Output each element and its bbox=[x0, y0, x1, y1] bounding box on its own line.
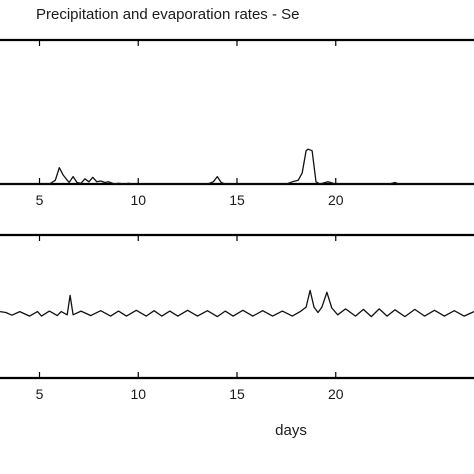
evaporation-panel: 5 10 15 20 days bbox=[0, 233, 474, 439]
precipitation-series-line bbox=[0, 148, 474, 185]
bottom-xtick-label-20: 20 bbox=[328, 386, 344, 402]
precipitation-panel: Precipitation and evaporation rates - Se… bbox=[0, 6, 474, 208]
bottom-xtick-label-10: 10 bbox=[130, 386, 146, 402]
chart-title: Precipitation and evaporation rates - Se bbox=[36, 6, 300, 23]
x-axis-label: days bbox=[275, 422, 307, 439]
top-xtick-label-10: 10 bbox=[130, 192, 146, 208]
evaporation-series-line bbox=[0, 289, 474, 318]
top-xtick-label-5: 5 bbox=[36, 192, 44, 208]
bottom-xtick-label-15: 15 bbox=[229, 386, 245, 402]
bottom-xtick-label-5: 5 bbox=[36, 386, 44, 402]
top-xtick-label-15: 15 bbox=[229, 192, 245, 208]
top-xtick-label-20: 20 bbox=[328, 192, 344, 208]
bottom-panel-ticks: 5 10 15 20 bbox=[36, 235, 344, 402]
top-panel-ticks: 5 10 15 20 bbox=[36, 40, 344, 208]
